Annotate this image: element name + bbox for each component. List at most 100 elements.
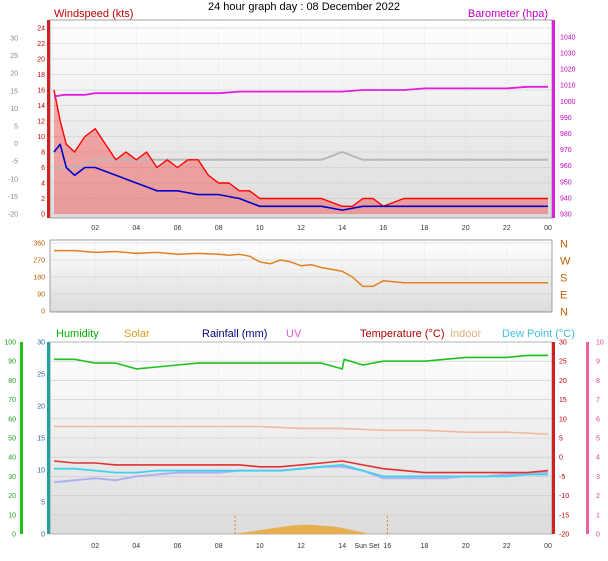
uv-legend-label: UV (286, 328, 302, 340)
temp-x-tick-0: 02 (91, 543, 99, 550)
wind-outer-tick-5: 5 (14, 124, 18, 131)
wind-outer-tick-8: -10 (8, 176, 18, 183)
humidity-tick-1: 90 (8, 359, 16, 366)
wind-inner-tick-6: 12 (37, 119, 45, 126)
temp-x-tick-12: 00 (544, 543, 552, 550)
baro-tick-4: 1000 (560, 99, 576, 106)
wind-inner-tick-8: 8 (41, 150, 45, 157)
temp-x-tick-11: 22 (503, 543, 511, 550)
temperature-humidity-panel: 1009080706050403020100302520151050302520… (4, 328, 604, 550)
temperature-legend-label: Temperature (°C) (360, 328, 444, 340)
baro-tick-1: 1030 (560, 51, 576, 58)
wind-outer-tick-0: 30 (10, 36, 18, 43)
wind-inner-tick-12: 0 (41, 212, 45, 219)
uv-tick-1: 9 (596, 359, 600, 366)
humidity-legend-label: Humidity (56, 328, 99, 340)
temp-x-tick-6: 14 (338, 543, 346, 550)
humidity-tick-2: 80 (8, 378, 16, 385)
wind-outer-tick-9: -15 (8, 194, 18, 201)
temp-axis-bar (552, 342, 555, 534)
indoor-temp-line (54, 425, 549, 435)
wind-inner-tick-5: 14 (37, 103, 45, 110)
uv-tick-8: 2 (596, 493, 600, 500)
rain-tick-5: 5 (41, 500, 45, 507)
direction-tick-4: 0 (41, 309, 45, 316)
humidity-tick-0: 100 (4, 340, 16, 347)
compass-tick-1: W (560, 256, 571, 268)
rain-tick-6: 0 (41, 532, 45, 539)
compass-tick-0: N (560, 239, 568, 251)
baro-tick-9: 950 (560, 179, 572, 186)
rain-axis-bar (47, 342, 50, 534)
wind-x-tick-7: 16 (379, 225, 387, 232)
baro-tick-11: 930 (560, 212, 572, 219)
direction-tick-0: 360 (33, 241, 45, 248)
wind-outer-tick-6: 0 (14, 141, 18, 148)
wind-outer-tick-3: 15 (10, 88, 18, 95)
wind-inner-tick-2: 20 (37, 57, 45, 64)
solar-legend-label: Solar (124, 328, 150, 340)
page-title: 24 hour graph day : 08 December 2022 (208, 1, 400, 13)
wind-direction-line (54, 249, 548, 288)
temperature-line (53, 460, 549, 474)
wind-x-tick-10: 22 (503, 225, 511, 232)
wind-x-tick-1: 04 (132, 225, 140, 232)
uv-tick-9: 1 (596, 512, 600, 519)
temp-tick-3: 15 (559, 397, 567, 404)
baro-tick-0: 1040 (560, 34, 576, 41)
temp-tick-9: -15 (559, 512, 569, 519)
humidity-tick-6: 40 (8, 455, 16, 462)
direction-tick-2: 180 (33, 275, 45, 282)
baro-tick-10: 940 (560, 195, 572, 202)
temp-tick-6: 0 (559, 455, 563, 462)
humidity-tick-5: 50 (8, 436, 16, 443)
solar-area (233, 524, 369, 534)
temp-x-tick-3: 08 (215, 543, 223, 550)
temp-x-tick-10: 20 (462, 543, 470, 550)
uv-tick-7: 3 (596, 474, 600, 481)
humidity-tick-7: 30 (8, 474, 16, 481)
wind-x-tick-6: 14 (338, 225, 346, 232)
temp-x-tick-1: 04 (132, 543, 140, 550)
dewpoint-legend-label: Dew Point (°C) (502, 328, 575, 340)
wind-x-tick-11: 00 (544, 225, 552, 232)
compass-tick-4: N (560, 307, 568, 319)
wind-outer-tick-1: 25 (10, 53, 18, 60)
average-wind-line (53, 143, 548, 211)
humidity-tick-8: 20 (8, 493, 16, 500)
wind-inner-tick-3: 18 (37, 72, 45, 79)
humidity-tick-3: 70 (8, 397, 16, 404)
compass-tick-3: E (560, 290, 567, 302)
uv-axis-bar (586, 342, 589, 534)
temp-x-tick-5: 12 (297, 543, 305, 550)
humidity-line (54, 354, 548, 370)
temp-tick-4: 10 (559, 416, 567, 423)
rain-tick-1: 25 (37, 372, 45, 379)
baro-tick-7: 970 (560, 147, 572, 154)
uv-tick-4: 6 (596, 416, 600, 423)
uv-tick-6: 4 (596, 455, 600, 462)
uv-tick-5: 5 (596, 436, 600, 443)
uv-tick-10: 0 (596, 532, 600, 539)
wind-inner-tick-10: 4 (41, 181, 45, 188)
wind-x-tick-3: 08 (215, 225, 223, 232)
wind-x-tick-5: 12 (297, 225, 305, 232)
windspeed-line (53, 89, 548, 208)
wind-outer-tick-10: -20 (8, 212, 18, 219)
barometer-line (53, 85, 548, 98)
wind-gust-area (54, 90, 548, 214)
wind-outer-tick-2: 20 (10, 71, 18, 78)
temp-tick-0: 30 (559, 340, 567, 347)
wind-outer-tick-7: -5 (12, 159, 18, 166)
humidity-tick-10: 0 (12, 532, 16, 539)
wind-inner-tick-11: 2 (41, 196, 45, 203)
wind-x-tick-4: 10 (256, 225, 264, 232)
wind-x-tick-0: 02 (91, 225, 99, 232)
humidity-tick-9: 10 (8, 512, 16, 519)
temp-x-tick-4: 10 (256, 543, 264, 550)
wind-left-axis-bar (47, 20, 50, 218)
temp-tick-2: 20 (559, 378, 567, 385)
wind-inner-tick-4: 16 (37, 88, 45, 95)
temp-x-tick-7: Sun Set (354, 543, 379, 550)
